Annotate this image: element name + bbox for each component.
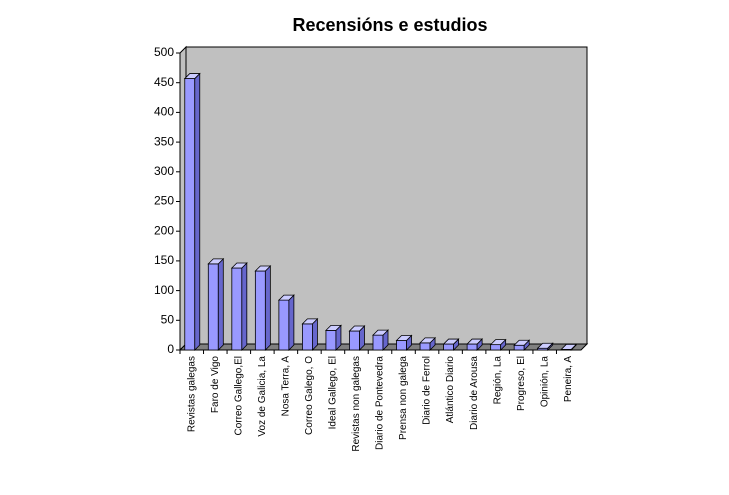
bar	[560, 343, 578, 351]
x-tick-label: Opinión, La	[539, 356, 550, 408]
bar-front	[490, 344, 502, 351]
bar	[372, 329, 389, 351]
bar	[277, 294, 295, 351]
bar-front	[513, 344, 525, 351]
x-tick-label: Revistas galegas	[186, 356, 197, 432]
bar	[489, 338, 507, 351]
bar-side	[194, 72, 201, 351]
bar-top	[419, 337, 437, 344]
y-tick-label: 100	[154, 283, 174, 297]
x-tick-label: Diario de Ferrol	[422, 356, 433, 425]
bar	[442, 338, 460, 351]
x-tick-label: Diario de Arousa	[469, 356, 480, 430]
bar-front	[207, 263, 219, 351]
y-tick-label: 50	[161, 312, 175, 326]
y-tick-label: 400	[154, 105, 174, 119]
x-tick-label: Voz de Galicia, La	[257, 356, 268, 437]
y-tick-label: 450	[154, 75, 174, 89]
y-tick-label: 150	[154, 253, 174, 267]
bar-top	[466, 338, 484, 345]
y-tick-label: 0	[167, 342, 174, 356]
bar-top	[277, 294, 295, 301]
y-tick-label: 200	[154, 223, 174, 237]
bar-top	[254, 265, 272, 272]
x-tick-label: Región, La	[492, 356, 503, 405]
bar-front	[302, 323, 313, 351]
bar	[419, 336, 437, 351]
bar-front	[396, 340, 407, 351]
bar-side	[264, 265, 271, 351]
x-tick-label: Nosa Terra, A	[281, 356, 292, 417]
bar	[466, 338, 484, 351]
bar-top	[183, 73, 201, 79]
bar-front	[231, 267, 243, 351]
bar-top	[348, 325, 366, 332]
chart-title: Recensións e estudios	[292, 15, 487, 35]
bar-top	[372, 329, 389, 336]
x-tick-label: Faro de Vigo	[210, 356, 221, 414]
bar	[513, 339, 531, 351]
bar-side	[288, 294, 295, 351]
y-tick-label: 500	[154, 45, 174, 59]
bar	[536, 342, 554, 351]
bar-front	[254, 270, 266, 351]
bar	[348, 325, 366, 351]
bar-top	[301, 318, 319, 325]
bar	[324, 324, 342, 351]
bar-top	[536, 342, 554, 349]
bar-side	[217, 257, 224, 351]
bar	[301, 317, 319, 351]
x-tick-label: Ideal Gallego, El	[328, 356, 339, 429]
bar-top	[324, 324, 342, 331]
bar-front	[419, 342, 431, 351]
bar	[254, 265, 272, 351]
bar-top	[442, 338, 460, 345]
x-tick-label: Progreso, El	[516, 356, 527, 411]
bar-front	[443, 343, 454, 351]
y-tick-label: 350	[154, 134, 174, 148]
y-tick-label: 300	[154, 164, 174, 178]
bar-front	[278, 299, 290, 351]
bar-front	[372, 334, 384, 351]
bar	[207, 257, 225, 351]
bar	[230, 262, 248, 351]
x-tick-label: Atlántico Diario	[445, 356, 456, 424]
x-tick-label: Correo Galego, O	[304, 356, 315, 435]
bar-top	[489, 339, 507, 346]
bar-top	[395, 335, 413, 341]
bar-front	[466, 343, 478, 351]
x-tick-label: Peneira, A	[563, 356, 574, 402]
bar-side	[241, 262, 248, 351]
bar-front	[184, 78, 196, 351]
bar	[183, 72, 201, 351]
bar-top	[207, 258, 225, 265]
x-tick-label: Revistas non galegas	[351, 356, 362, 452]
bar-top	[560, 344, 578, 350]
bar-top	[230, 262, 248, 269]
x-tick-label: Correo Gallego,El	[233, 356, 244, 435]
bar	[395, 334, 413, 351]
x-tick-label: Diario de Pontevedra	[375, 356, 386, 450]
bar-front	[325, 329, 337, 351]
bar-front	[349, 330, 360, 351]
bar-top	[513, 339, 531, 346]
x-tick-label: Prensa non galega	[398, 356, 409, 440]
y-tick-label: 250	[154, 194, 174, 208]
